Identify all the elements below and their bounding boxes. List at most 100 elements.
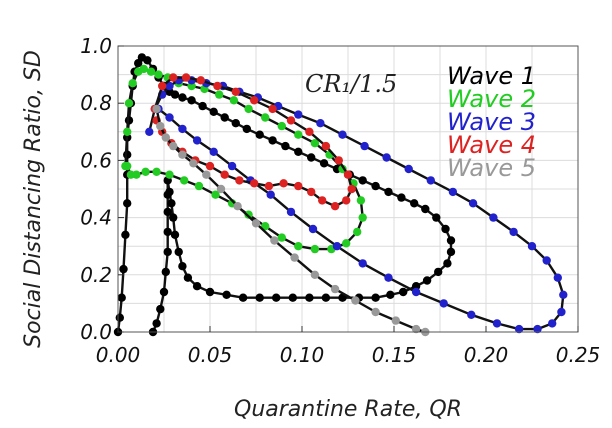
data-point	[165, 170, 174, 179]
data-point	[178, 262, 187, 271]
x-tick-label: 0.15	[372, 343, 417, 367]
data-point	[434, 267, 443, 277]
axis-ticks: 0.00 0.05 0.10 0.15 0.20 0.25 0.0 0.2 0.4 0.6 0.8 1…	[80, 34, 600, 367]
data-point	[411, 287, 421, 297]
data-point	[119, 264, 128, 274]
data-point	[321, 293, 331, 302]
data-point	[286, 116, 296, 125]
data-point	[170, 90, 180, 99]
x-axis-title: Quarantine Rate, QR	[234, 397, 462, 422]
data-point	[242, 124, 251, 134]
data-point	[305, 127, 314, 136]
data-point	[266, 190, 275, 199]
data-point	[202, 170, 211, 179]
data-point	[382, 153, 391, 162]
data-point	[334, 156, 343, 165]
data-point	[319, 159, 329, 168]
y-tick-label: 0.8	[80, 91, 112, 115]
data-point	[384, 273, 393, 282]
data-point	[288, 293, 297, 302]
data-point	[128, 79, 137, 88]
data-point	[169, 73, 178, 82]
data-point	[192, 136, 202, 145]
data-point	[270, 236, 279, 245]
data-point	[277, 121, 286, 131]
data-point	[159, 287, 169, 297]
data-point	[422, 276, 432, 285]
data-point	[123, 127, 132, 136]
y-tick-label: 1.0	[80, 34, 112, 58]
y-tick-label: 0.6	[80, 148, 112, 172]
data-point	[307, 187, 316, 197]
data-point	[126, 170, 136, 179]
data-point	[117, 293, 126, 302]
data-point	[421, 204, 430, 214]
data-point	[548, 319, 557, 328]
x-tick-label: 0.10	[280, 343, 325, 367]
data-point	[330, 284, 340, 294]
data-point	[468, 199, 478, 208]
data-point	[250, 96, 259, 105]
data-point	[448, 187, 458, 197]
data-point	[146, 67, 156, 76]
data-point	[286, 207, 296, 217]
data-point	[294, 130, 303, 139]
data-point	[174, 247, 183, 257]
data-point	[316, 119, 325, 128]
series-layer	[113, 53, 568, 337]
data-point	[205, 287, 215, 297]
data-point	[255, 130, 264, 139]
data-point	[411, 324, 421, 334]
data-point	[353, 227, 362, 237]
legend-entry: Wave 4	[447, 131, 536, 159]
data-point	[211, 190, 220, 199]
data-point	[279, 179, 288, 188]
legend-entry: Wave 1	[447, 62, 536, 90]
data-point	[255, 293, 264, 302]
data-point	[250, 179, 259, 188]
x-tick-label: 0.25	[556, 343, 601, 367]
data-point	[167, 199, 176, 208]
data-point	[294, 147, 303, 156]
data-point	[281, 141, 290, 151]
data-point	[154, 70, 163, 79]
data-point	[264, 181, 274, 191]
data-point	[231, 119, 240, 128]
data-point	[156, 304, 165, 314]
data-point	[410, 199, 419, 208]
legend-entry: Wave 3	[447, 108, 536, 136]
data-point	[216, 184, 226, 194]
data-point	[347, 184, 356, 194]
data-point	[163, 247, 172, 257]
data-point	[384, 187, 393, 197]
data-point	[338, 130, 347, 139]
data-point	[310, 244, 320, 254]
data-point	[542, 256, 551, 265]
data-point	[553, 273, 562, 282]
data-point	[404, 164, 413, 174]
data-point	[244, 104, 253, 114]
data-point	[180, 176, 189, 185]
legend-entry: Wave 5	[447, 154, 536, 182]
data-point	[161, 133, 170, 142]
data-point	[432, 213, 441, 222]
data-point	[308, 224, 318, 234]
y-tick-label: 0.2	[80, 263, 112, 287]
data-point	[290, 253, 299, 262]
data-point	[342, 196, 351, 205]
data-point	[439, 299, 448, 308]
data-point	[261, 113, 270, 122]
data-point	[397, 193, 406, 202]
data-point	[557, 307, 566, 317]
data-point	[194, 181, 204, 191]
data-point	[189, 159, 198, 168]
y-tick-label: 0.4	[80, 206, 112, 230]
data-point	[251, 219, 261, 228]
data-point	[371, 307, 380, 317]
data-point	[358, 213, 367, 222]
data-point	[268, 104, 277, 114]
data-point	[215, 90, 224, 99]
y-axis-title: Social Distancing Ratio, SD	[21, 50, 46, 348]
data-point	[231, 87, 240, 97]
data-point	[170, 230, 180, 239]
